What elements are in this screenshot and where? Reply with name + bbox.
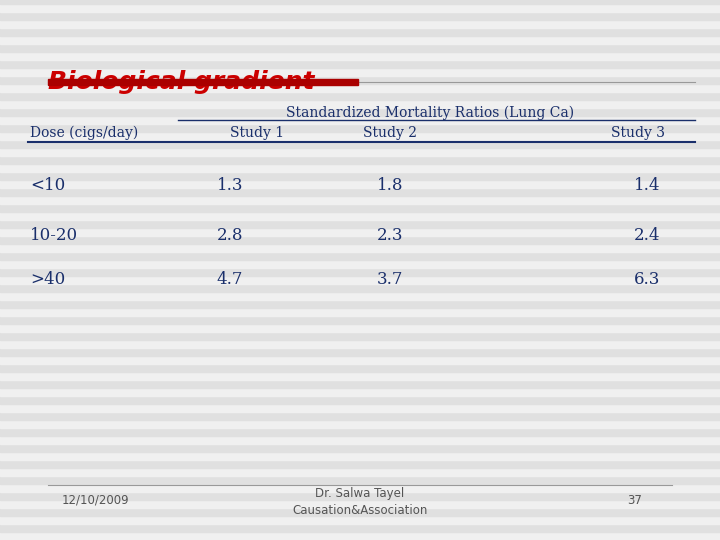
Text: >40: >40 xyxy=(30,272,66,288)
Bar xyxy=(0,404,720,412)
Bar xyxy=(0,436,720,444)
Bar xyxy=(0,500,720,508)
Bar xyxy=(0,196,720,204)
Bar xyxy=(0,52,720,60)
Text: 1.3: 1.3 xyxy=(217,177,243,193)
Bar xyxy=(0,468,720,476)
Text: 1.8: 1.8 xyxy=(377,177,403,193)
Bar xyxy=(0,68,720,76)
Bar xyxy=(0,460,720,468)
Text: 6.3: 6.3 xyxy=(634,272,660,288)
Bar xyxy=(0,108,720,116)
Bar xyxy=(0,76,720,84)
Bar xyxy=(0,396,720,404)
Bar xyxy=(0,212,720,220)
Bar xyxy=(0,228,720,236)
Bar xyxy=(0,28,720,36)
Bar xyxy=(0,156,720,164)
Bar xyxy=(0,444,720,452)
Text: Study 3: Study 3 xyxy=(611,126,665,140)
Bar xyxy=(0,364,720,372)
Bar xyxy=(0,124,720,132)
Bar xyxy=(0,372,720,380)
Text: Standardized Mortality Ratios (Lung Ca): Standardized Mortality Ratios (Lung Ca) xyxy=(286,106,574,120)
Bar xyxy=(0,164,720,172)
Text: 4.7: 4.7 xyxy=(217,272,243,288)
Bar xyxy=(0,340,720,348)
Text: Dose (cigs/day): Dose (cigs/day) xyxy=(30,126,138,140)
Text: Dr. Salwa Tayel
Causation&Association: Dr. Salwa Tayel Causation&Association xyxy=(292,487,428,517)
Bar xyxy=(0,308,720,316)
Text: 2.4: 2.4 xyxy=(634,226,660,244)
Text: 12/10/2009: 12/10/2009 xyxy=(61,494,129,507)
Text: Study 2: Study 2 xyxy=(363,126,417,140)
Text: 3.7: 3.7 xyxy=(377,272,403,288)
Bar xyxy=(0,508,720,516)
Bar xyxy=(0,172,720,180)
Bar xyxy=(0,532,720,540)
Text: 10-20: 10-20 xyxy=(30,226,78,244)
Bar xyxy=(0,348,720,356)
Bar xyxy=(0,132,720,140)
Bar xyxy=(0,428,720,436)
Bar xyxy=(0,356,720,364)
Bar xyxy=(0,268,720,276)
Bar xyxy=(0,380,720,388)
Bar xyxy=(0,236,720,244)
Text: Study 1: Study 1 xyxy=(230,126,284,140)
Bar xyxy=(0,300,720,308)
Bar xyxy=(0,316,720,324)
Bar xyxy=(0,332,720,340)
Bar xyxy=(0,20,720,28)
Bar xyxy=(0,492,720,500)
Text: 2.3: 2.3 xyxy=(377,226,403,244)
Bar xyxy=(0,180,720,188)
Bar xyxy=(0,292,720,300)
Text: 2.8: 2.8 xyxy=(217,226,243,244)
Bar xyxy=(0,324,720,332)
Bar xyxy=(0,148,720,156)
Bar xyxy=(0,284,720,292)
Text: Biological gradient: Biological gradient xyxy=(48,70,315,94)
Bar xyxy=(0,388,720,396)
Bar xyxy=(0,44,720,52)
Bar xyxy=(0,420,720,428)
Bar xyxy=(48,79,358,85)
Text: <10: <10 xyxy=(30,177,66,193)
Bar xyxy=(0,276,720,284)
Bar xyxy=(0,100,720,108)
Bar xyxy=(0,188,720,196)
Text: 1.4: 1.4 xyxy=(634,177,660,193)
Bar xyxy=(0,4,720,12)
Text: 37: 37 xyxy=(628,494,642,507)
Bar xyxy=(0,204,720,212)
Bar xyxy=(0,140,720,148)
Bar xyxy=(0,116,720,124)
Bar xyxy=(0,60,720,68)
Bar xyxy=(0,84,720,92)
Bar xyxy=(0,476,720,484)
Bar xyxy=(0,524,720,532)
Bar xyxy=(0,244,720,252)
Bar xyxy=(0,220,720,228)
Bar xyxy=(0,452,720,460)
Bar xyxy=(0,0,720,4)
Bar xyxy=(0,36,720,44)
Bar xyxy=(0,12,720,20)
Bar xyxy=(0,412,720,420)
Bar xyxy=(0,516,720,524)
Bar xyxy=(0,92,720,100)
Bar xyxy=(0,252,720,260)
Bar xyxy=(0,260,720,268)
Bar xyxy=(0,484,720,492)
